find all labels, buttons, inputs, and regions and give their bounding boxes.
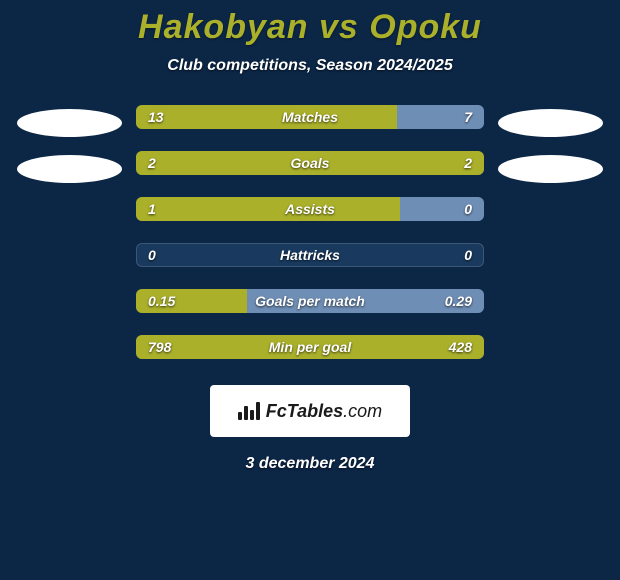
stat-row: 0.150.29Goals per match (136, 289, 484, 313)
player2-side (498, 105, 603, 201)
page-title: Hakobyan vs Opoku (0, 8, 620, 47)
title-player2: Opoku (369, 8, 482, 46)
stat-value-player1: 0 (136, 243, 168, 267)
stat-bar-player2 (247, 289, 484, 313)
stat-bars: 137Matches 22Goals 10Assists 0 0Hattricks 0.1… (136, 105, 484, 359)
stat-row: 10Assists (136, 197, 484, 221)
stat-bar-player1 (136, 105, 397, 129)
stat-bar-player1 (136, 197, 400, 221)
logo: FcTables.com (210, 385, 410, 437)
player1-placeholder (17, 109, 122, 137)
stat-row: 798428Min per goal (136, 335, 484, 359)
comparison-area: 137Matches 22Goals 10Assists 0 0Hattricks 0.1… (0, 105, 620, 359)
player2-placeholder (498, 109, 603, 137)
title-vs: vs (319, 8, 359, 46)
stat-bar-player1 (136, 335, 484, 359)
stat-row: 0 0Hattricks (136, 243, 484, 267)
title-player1: Hakobyan (138, 8, 309, 46)
subtitle: Club competitions, Season 2024/2025 (0, 57, 620, 75)
logo-ext: .com (343, 401, 382, 421)
stat-label: Hattricks (136, 243, 484, 267)
logo-text: FcTables.com (266, 401, 382, 422)
logo-icon (238, 402, 260, 420)
stat-bar-player2 (400, 197, 484, 221)
player1-team-placeholder (17, 155, 122, 183)
stat-bar-player2 (397, 105, 484, 129)
stat-bar-player1 (136, 289, 247, 313)
stat-row: 22Goals (136, 151, 484, 175)
stat-value-player2: 0 (452, 243, 484, 267)
stat-row: 137Matches (136, 105, 484, 129)
stat-bar-player1 (136, 151, 484, 175)
logo-name: FcTables (266, 401, 343, 421)
comparison-card: Hakobyan vs Opoku Club competitions, Sea… (0, 0, 620, 580)
date-label: 3 december 2024 (0, 455, 620, 473)
player1-side (17, 105, 122, 201)
player2-team-placeholder (498, 155, 603, 183)
